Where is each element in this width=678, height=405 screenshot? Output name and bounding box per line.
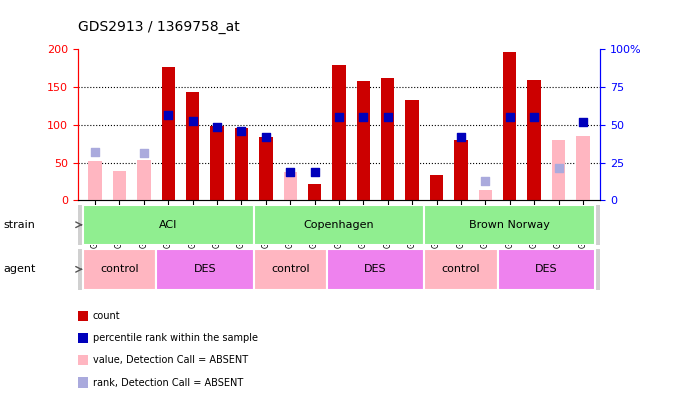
Bar [137, 160, 151, 200]
Text: rank, Detection Call = ABSENT: rank, Detection Call = ABSENT [93, 378, 243, 388]
Bar [254, 249, 327, 290]
Text: control: control [271, 264, 310, 274]
Point [334, 114, 344, 120]
Point [382, 114, 393, 120]
Point [529, 114, 540, 120]
Bar [327, 249, 424, 290]
Bar [83, 249, 156, 290]
Text: value, Detection Call = ABSENT: value, Detection Call = ABSENT [93, 356, 248, 365]
Bar [479, 190, 492, 200]
Bar [83, 205, 254, 245]
Point [236, 127, 247, 134]
Text: Brown Norway: Brown Norway [469, 220, 551, 230]
Text: percentile rank within the sample: percentile rank within the sample [93, 333, 258, 343]
Point [578, 119, 589, 126]
Point [260, 134, 271, 141]
Point [358, 114, 369, 120]
Bar [357, 81, 370, 200]
Bar [235, 128, 248, 200]
Text: strain: strain [3, 220, 35, 230]
Bar [113, 171, 126, 200]
Bar [430, 175, 443, 200]
Point [456, 134, 466, 141]
Text: DES: DES [364, 264, 387, 274]
Text: Copenhagen: Copenhagen [304, 220, 374, 230]
Point [89, 149, 100, 155]
Bar [424, 249, 498, 290]
Point [553, 164, 564, 171]
Bar [161, 67, 175, 200]
Bar [552, 140, 565, 200]
Text: ACI: ACI [159, 220, 178, 230]
Point [138, 149, 149, 156]
Bar [527, 81, 541, 200]
Bar [186, 92, 199, 200]
Bar [424, 205, 595, 245]
Point [163, 112, 174, 119]
Text: agent: agent [3, 264, 36, 274]
Bar [381, 78, 395, 200]
Text: count: count [93, 311, 121, 321]
Point [309, 169, 320, 176]
Bar [503, 52, 517, 200]
Bar [259, 137, 273, 200]
Bar [498, 249, 595, 290]
Bar [283, 173, 297, 200]
Point [212, 124, 222, 130]
Bar [210, 126, 224, 200]
Bar [156, 249, 254, 290]
Bar [88, 161, 102, 200]
Bar [254, 205, 424, 245]
Text: DES: DES [535, 264, 558, 274]
Text: control: control [100, 264, 139, 274]
Point [504, 114, 515, 120]
Bar [454, 140, 468, 200]
Bar [332, 64, 346, 200]
Point [285, 169, 296, 176]
Text: DES: DES [193, 264, 216, 274]
Point [480, 178, 491, 185]
Bar [405, 100, 419, 200]
Text: control: control [441, 264, 480, 274]
Point [187, 117, 198, 124]
Bar [576, 136, 590, 200]
Bar [308, 184, 321, 200]
Text: GDS2913 / 1369758_at: GDS2913 / 1369758_at [78, 20, 240, 34]
